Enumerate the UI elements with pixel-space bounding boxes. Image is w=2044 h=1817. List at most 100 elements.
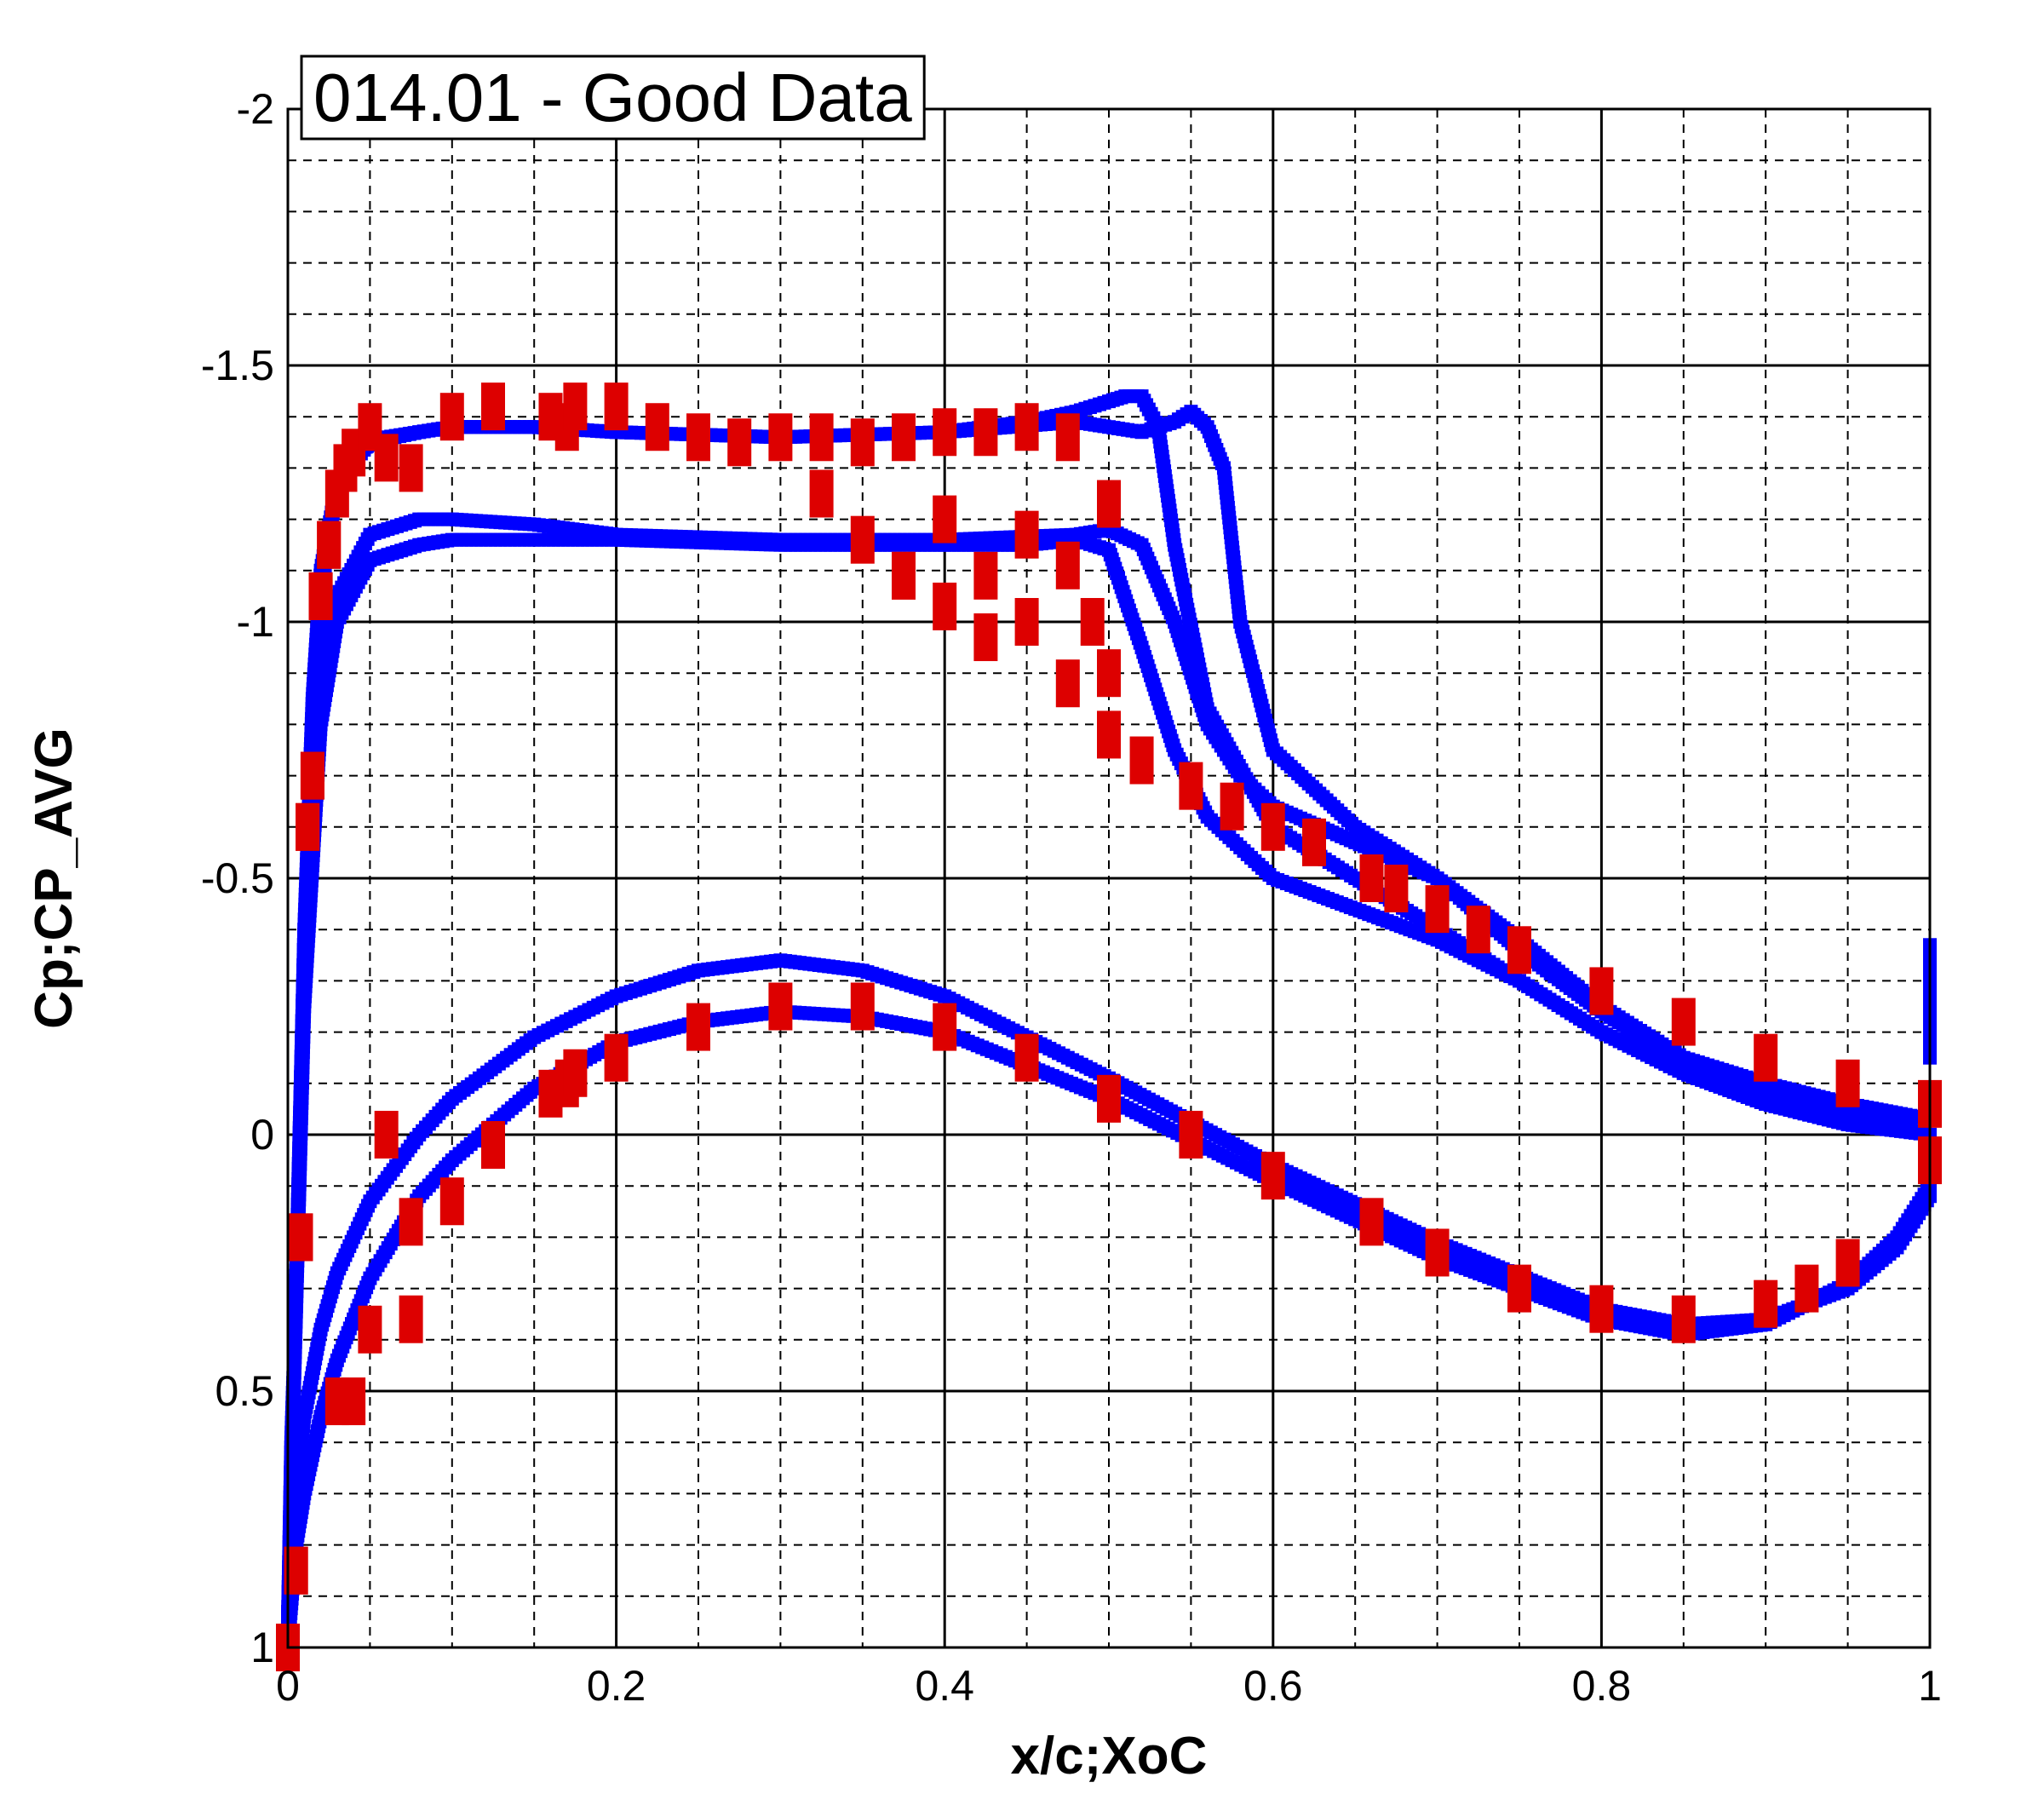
measured-point	[1384, 865, 1409, 913]
ticks: 0 0.2 0.4 0.6 0.8 1 -2 -1.5 -1 -0.5 0 0.5 1	[201, 85, 1942, 1710]
measured-point	[1014, 510, 1039, 559]
measured-point	[1260, 1152, 1285, 1200]
x-tick-label: 1	[1918, 1662, 1942, 1710]
measured-point	[809, 469, 834, 518]
title-border	[300, 55, 926, 141]
measured-point	[300, 751, 324, 800]
measured-point	[768, 413, 793, 462]
measured-point	[1220, 782, 1244, 831]
measured-point	[1466, 906, 1490, 954]
measured-point	[1014, 598, 1039, 646]
y-tick-label: -2	[237, 85, 274, 133]
measured-point	[308, 572, 333, 620]
measured-point	[727, 418, 752, 467]
measured-point	[1794, 1264, 1819, 1313]
x-tick-label: 0.2	[587, 1662, 646, 1710]
measured-point	[892, 413, 916, 462]
measured-point	[1754, 1033, 1778, 1082]
measured-point	[1179, 762, 1203, 810]
measured-point	[481, 1121, 505, 1170]
plot-frame	[286, 107, 1932, 1649]
measured-point	[563, 1049, 588, 1097]
measured-point	[1097, 1074, 1121, 1123]
measured-point	[1302, 818, 1326, 866]
measured-point	[1055, 659, 1080, 708]
measured-point	[1097, 480, 1121, 528]
measured-point	[481, 382, 505, 431]
plot-area	[276, 382, 1942, 1671]
y-tick-label: 1	[250, 1624, 274, 1671]
measured-point	[563, 382, 588, 431]
measured-point	[1097, 649, 1121, 698]
x-tick-label: 0.6	[1243, 1662, 1303, 1710]
measured-point	[809, 413, 834, 462]
measured-point	[933, 1003, 957, 1051]
measured-point	[1425, 885, 1450, 934]
measured-point	[973, 551, 998, 600]
measured-point	[604, 382, 629, 431]
x-tick-label: 0.8	[1572, 1662, 1632, 1710]
chart-title: 014.01 - Good Data	[313, 60, 912, 135]
measured-point	[1055, 541, 1080, 589]
measured-point	[1359, 854, 1384, 902]
x-tick-label: 0.4	[915, 1662, 974, 1710]
y-tick-label: -1	[237, 598, 274, 646]
measured-point	[645, 403, 669, 451]
measured-point	[1055, 413, 1080, 462]
x-tick-label: 0	[276, 1662, 300, 1710]
measured-point	[686, 1003, 710, 1051]
measured-point	[768, 982, 793, 1031]
measured-point	[1097, 710, 1121, 759]
measured-point	[933, 582, 957, 630]
y-tick-label: -1.5	[201, 342, 274, 389]
measured-point	[399, 1198, 423, 1246]
measured-point	[686, 413, 710, 462]
grid	[288, 109, 1930, 1647]
measured-point	[358, 1305, 382, 1354]
measured-point	[1835, 1239, 1860, 1287]
measured-point	[1080, 598, 1105, 646]
y-axis-label: Cp;CP_AVG	[25, 727, 83, 1029]
measured-point	[439, 1177, 464, 1226]
measured-point	[892, 551, 916, 600]
measured-point	[399, 1295, 423, 1343]
measured-point	[1179, 1111, 1203, 1159]
measured-point	[973, 408, 998, 457]
measured-point	[1359, 1198, 1384, 1246]
measured-point	[933, 408, 957, 457]
measured-point	[439, 393, 464, 441]
measured-point	[1425, 1228, 1450, 1277]
measured-point	[1835, 1059, 1860, 1107]
measured-point	[1129, 736, 1154, 785]
measured-point	[1589, 1285, 1614, 1333]
measured-point	[850, 418, 875, 467]
measured-point	[604, 1033, 629, 1082]
title-box: 014.01 - Good Data	[300, 55, 926, 141]
measured-point	[1754, 1279, 1778, 1328]
measured-point	[850, 515, 875, 564]
y-tick-label: 0	[250, 1111, 274, 1159]
measured-point	[1507, 1264, 1531, 1313]
y-tick-label: -0.5	[201, 854, 274, 902]
measured-point	[374, 1111, 399, 1159]
measured-point	[296, 802, 320, 851]
measured-point	[399, 444, 423, 492]
measured-point	[374, 434, 399, 482]
measured-point	[1014, 1033, 1039, 1082]
measured-point	[850, 982, 875, 1031]
measured-point	[1671, 1295, 1696, 1343]
x-axis-label: x/c;XoC	[1011, 1727, 1208, 1785]
measured-point	[1671, 998, 1696, 1046]
measured-point	[933, 495, 957, 543]
measured-point	[289, 1213, 313, 1262]
measured-point	[1014, 403, 1039, 451]
measured-point	[342, 1377, 366, 1426]
measured-point	[1507, 926, 1531, 975]
measured-point	[973, 613, 998, 662]
measured-point	[1589, 967, 1614, 1015]
y-tick-label: 0.5	[215, 1367, 274, 1415]
measured-point	[1260, 802, 1285, 851]
measured-point	[317, 520, 342, 569]
